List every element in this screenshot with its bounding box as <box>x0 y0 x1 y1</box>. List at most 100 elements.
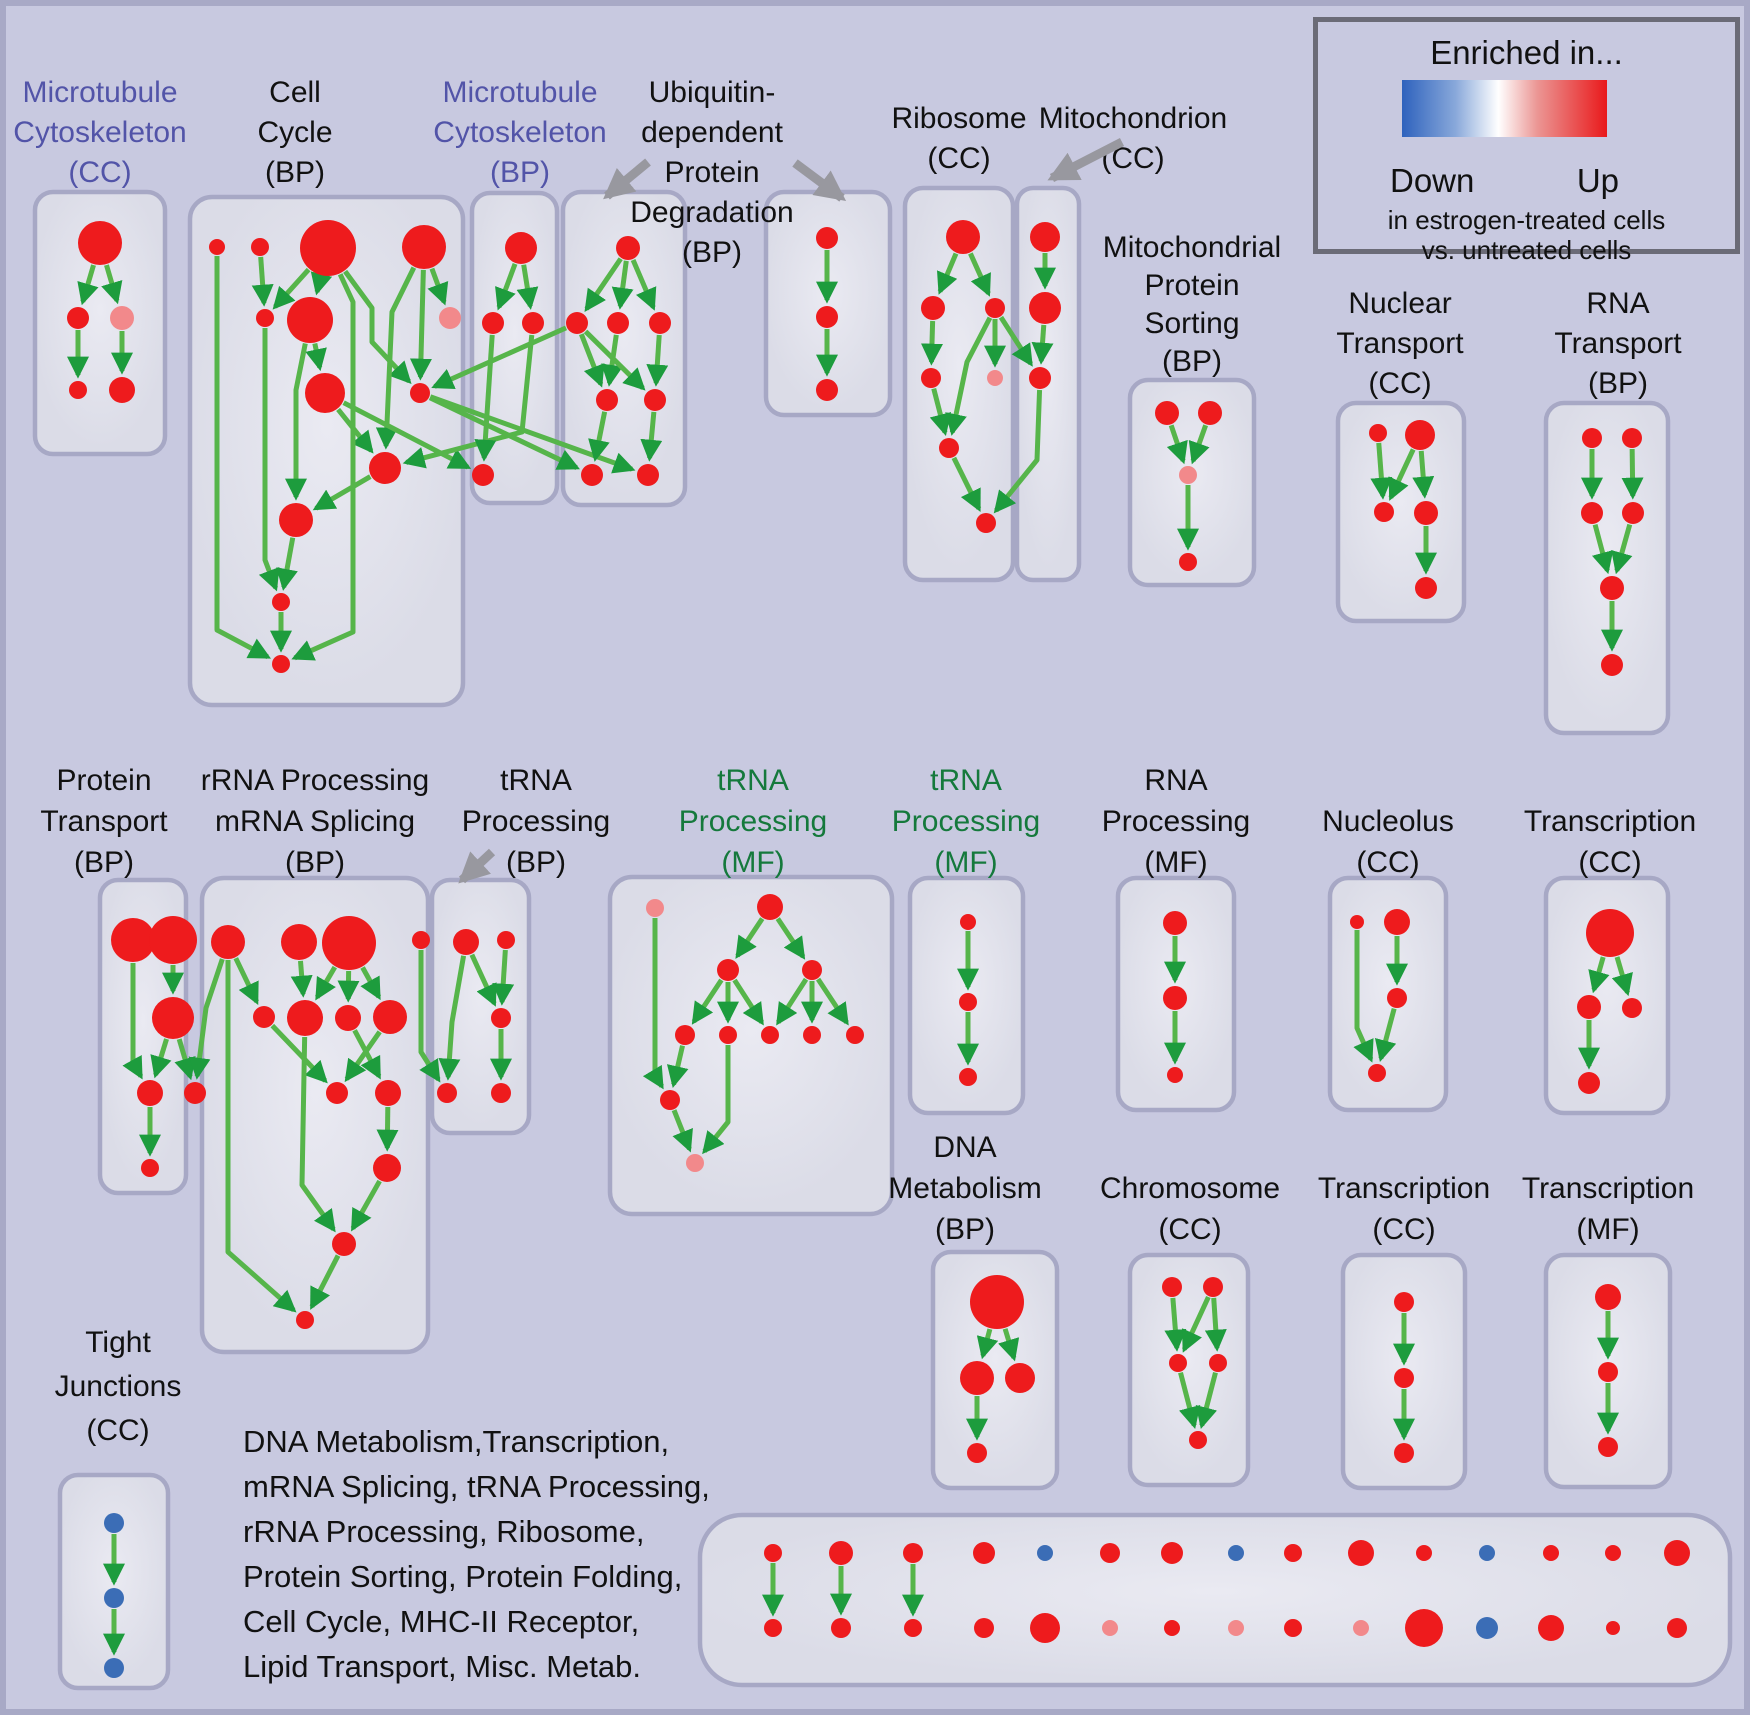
go-term-node-nt3 <box>1374 502 1394 522</box>
legend-subtitle-2: vs. untreated cells <box>1421 235 1632 265</box>
go-term-node-rb <box>281 924 317 960</box>
relation-edge-cc3-cc5 <box>272 267 311 310</box>
relation-edge-ra1-rg <box>233 957 259 1005</box>
go-term-node-t5 <box>675 1025 695 1045</box>
relation-edge-rj-rl <box>344 1030 382 1083</box>
go-term-node-s3 <box>1179 466 1197 484</box>
go-term-node-w1 <box>960 914 976 930</box>
go-term-node-bb2 <box>831 1618 851 1638</box>
go-term-node-bb15 <box>1667 1618 1687 1638</box>
go-term-node-nt5 <box>1415 577 1437 599</box>
note-line: Cell Cycle, MHC-II Receptor, <box>243 1604 640 1639</box>
go-term-node-tm2 <box>1598 1362 1618 1382</box>
legend-gradient-bar <box>1402 80 1607 137</box>
go-term-node-ra1 <box>211 925 245 959</box>
go-term-node-rg <box>253 1006 275 1028</box>
relation-edge-mb2-mb4 <box>474 334 497 462</box>
go-term-node-bb12 <box>1476 1617 1498 1639</box>
go-term-node-tm1 <box>1595 1284 1621 1310</box>
group-box-trna-processing-mf-large <box>607 874 895 1217</box>
relation-edge-r1-r2 <box>937 252 959 295</box>
go-term-node-pt1 <box>111 918 155 962</box>
go-term-node-bt14 <box>1605 1545 1621 1561</box>
go-term-node-s1 <box>1155 401 1179 425</box>
relation-edge-tf-tk <box>492 949 515 1006</box>
go-term-node-u3 <box>607 312 629 334</box>
go-term-node-tj1 <box>104 1513 124 1533</box>
relation-edge-u2-cc9 <box>431 325 568 390</box>
go-term-node-rd <box>412 931 430 949</box>
go-term-node-bt1 <box>764 1544 782 1562</box>
go-term-node-pt5 <box>184 1082 206 1104</box>
relation-edge-mc1-mc3 <box>101 264 123 305</box>
label-pointer-arrow-2 <box>792 159 847 202</box>
go-term-node-d4 <box>967 1443 987 1463</box>
legend-down-label: Down <box>1390 162 1475 199</box>
relation-edge-cc4-cc7 <box>427 267 449 306</box>
group-label-tight-junctions-cc: Tight Junctions (CC) <box>55 1326 182 1447</box>
go-term-node-ch1 <box>1162 1277 1182 1297</box>
group-box-misc-strip <box>697 1512 1733 1688</box>
legend-up-label: Up <box>1576 162 1619 199</box>
go-term-node-w2 <box>959 993 977 1011</box>
group-label-chromosome-cc: Chromosome (CC) <box>1100 1172 1280 1246</box>
relation-edge-nt2-nt3 <box>1388 448 1416 501</box>
go-term-node-t7 <box>761 1026 779 1044</box>
go-term-node-tc2 <box>1394 1368 1414 1388</box>
go-term-node-rt6 <box>1601 654 1623 676</box>
go-term-node-v3 <box>816 379 838 401</box>
go-term-node-r5 <box>987 370 1003 386</box>
go-term-node-r3 <box>985 298 1005 318</box>
relation-edge-y1-y4 <box>1353 930 1374 1063</box>
relation-edge-t4-t7 <box>776 977 809 1026</box>
go-term-node-bt8 <box>1228 1545 1244 1561</box>
go-term-node-bb13 <box>1538 1615 1564 1641</box>
go-term-node-bb14 <box>1606 1621 1620 1635</box>
relation-edge-s1-s3 <box>1166 424 1188 465</box>
relation-edge-cc4-cc9 <box>409 269 432 381</box>
go-term-node-m3 <box>1029 367 1051 389</box>
go-term-node-u5 <box>596 389 618 411</box>
relation-edge-te-tn <box>438 955 467 1081</box>
group-box-transcription-cc-mid <box>1543 875 1671 1116</box>
relation-edge-m3-r7 <box>993 389 1043 514</box>
go-term-node-y2 <box>1384 909 1410 935</box>
go-term-node-tc3 <box>1394 1443 1414 1463</box>
relation-edge-rc-rj <box>360 966 382 1001</box>
relation-edge-ch1-ch3 <box>1164 1297 1187 1352</box>
relation-edge-y3-y4 <box>1374 1007 1397 1063</box>
go-term-node-rc <box>322 916 376 970</box>
go-term-node-y3 <box>1387 988 1407 1008</box>
go-term-node-bt4 <box>973 1542 995 1564</box>
relation-edge-r3-m3 <box>998 315 1033 367</box>
group-label-transcription-mf: Transcription (MF) <box>1522 1172 1694 1246</box>
go-term-node-t9 <box>846 1026 864 1044</box>
group-label-trna-processing-bp: tRNA Processing (BP) <box>462 764 610 879</box>
relation-edge-rd-tn <box>418 950 441 1083</box>
go-term-node-r6 <box>939 438 959 458</box>
go-term-node-bb8 <box>1228 1620 1244 1636</box>
group-label-protein-transport-bp: Protein Transport (BP) <box>40 764 168 879</box>
go-term-node-rt2 <box>1622 428 1642 448</box>
go-term-node-bt9 <box>1284 1544 1302 1562</box>
go-term-node-y1 <box>1350 915 1364 929</box>
group-box-chromosome-cc <box>1127 1252 1251 1488</box>
relation-edge-t4-t9 <box>815 977 849 1026</box>
go-term-node-z2 <box>1577 995 1601 1019</box>
relation-edge-u1-u4 <box>630 258 657 311</box>
cluster-list-note: DNA Metabolism,Transcription, mRNA Splici… <box>243 1419 723 1689</box>
go-term-node-u7 <box>581 464 603 486</box>
relation-edge-ch3-ch5 <box>1178 1372 1201 1430</box>
go-term-node-t10 <box>660 1090 680 1110</box>
go-term-node-u8 <box>637 464 659 486</box>
group-box-nuclear-transport-cc <box>1335 400 1467 624</box>
relation-edge-rt3-rt5 <box>1592 523 1614 575</box>
relation-edge-z1-z3 <box>1611 956 1633 997</box>
go-term-node-t6 <box>719 1026 737 1044</box>
go-term-node-mc5 <box>109 377 135 403</box>
go-term-node-tj2 <box>104 1588 124 1608</box>
relation-edge-u6-u8 <box>640 411 663 462</box>
group-label-rna-transport-bp: RNA Transport (BP) <box>1554 287 1682 400</box>
relation-edge-rh-rq <box>299 1036 336 1233</box>
